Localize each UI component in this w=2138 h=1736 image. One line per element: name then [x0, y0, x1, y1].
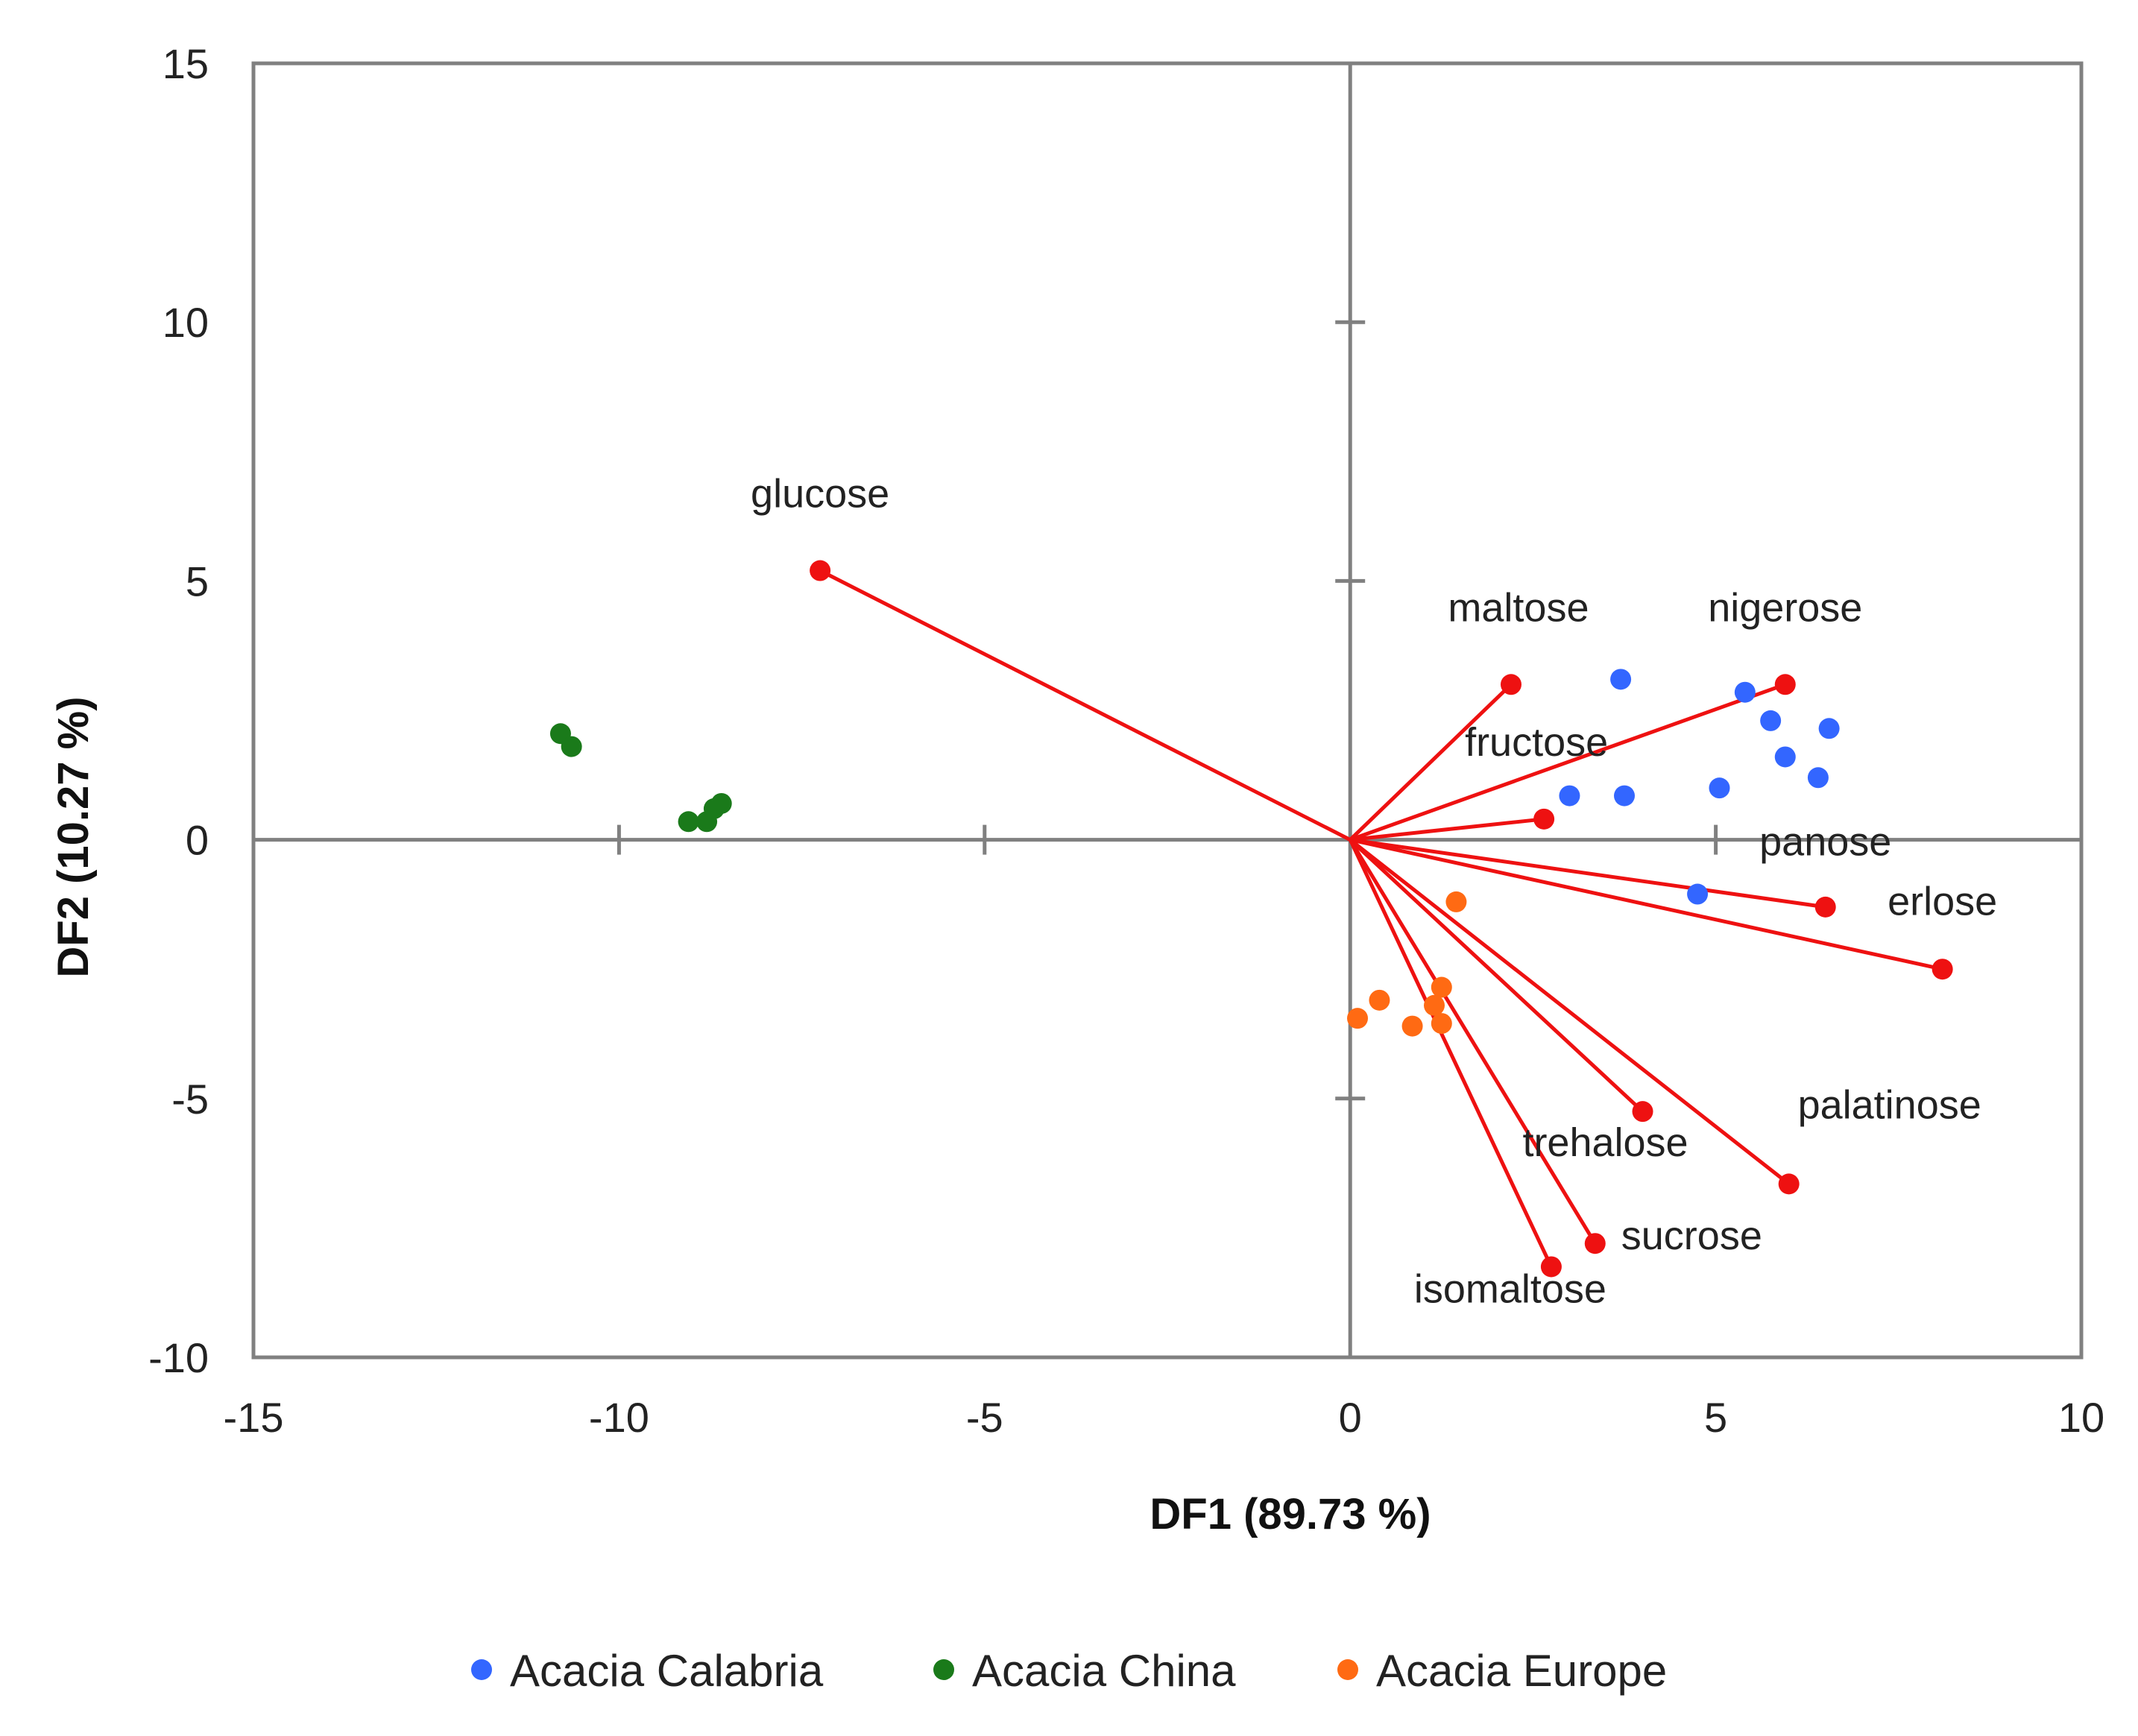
vector-line-panose [1349, 838, 1826, 909]
point-acacia-calabria [1734, 681, 1756, 703]
y-axis-title: DF2 (10.27 %) [49, 696, 98, 977]
point-acacia-europe [1401, 1015, 1423, 1037]
legend-item-calabria: Acacia Calabria [471, 1646, 824, 1696]
vector-tip-nigerose [1774, 674, 1796, 695]
plot-area-frame [251, 61, 2084, 1360]
point-acacia-china [561, 736, 582, 757]
point-acacia-calabria [1559, 785, 1580, 807]
legend-marker-calabria [471, 1659, 492, 1680]
point-acacia-calabria [1818, 718, 1840, 739]
vector-tip-isomaltose [1540, 1256, 1562, 1278]
y-tick-label: 10 [163, 299, 209, 346]
vector-label-sucrose: sucrose [1621, 1213, 1762, 1258]
vector-line-isomaltose [1348, 839, 1554, 1268]
vector-label-nigerose: nigerose [1708, 585, 1862, 630]
legend: Acacia Calabria Acacia China Acacia Euro… [471, 1646, 1667, 1696]
point-acacia-calabria [1774, 746, 1796, 768]
vector-line-nigerose [1349, 682, 1786, 842]
point-acacia-europe [1431, 1013, 1452, 1035]
point-acacia-europe [1445, 891, 1467, 912]
point-acacia-calabria [1610, 669, 1632, 690]
vector-tip-maltose [1500, 674, 1521, 695]
legend-item-china: Acacia China [933, 1646, 1236, 1696]
vector-label-maltose: maltose [1448, 585, 1589, 630]
y-tick-label: 0 [186, 817, 209, 864]
vector-tip-trehalose [1632, 1101, 1653, 1123]
x-tick-label: 5 [1704, 1394, 1727, 1441]
vector-line-maltose [1349, 683, 1513, 842]
vector-tip-panose [1814, 896, 1836, 918]
vector-tip-glucose [810, 560, 831, 581]
x-tick-label: -10 [589, 1394, 649, 1441]
vector-label-erlose: erlose [1888, 879, 1997, 924]
point-acacia-europe [1369, 989, 1390, 1011]
tick-labels: -15 -10 -5 0 5 10 -10 -5 0 5 10 15 [148, 40, 2104, 1441]
point-acacia-europe [1347, 1008, 1369, 1029]
vector-label-isomaltose: isomaltose [1414, 1266, 1606, 1311]
variable-labels: glucose maltose nigerose fructose panose erlo… [751, 472, 1997, 1312]
x-tick-label: 0 [1339, 1394, 1362, 1441]
x-axis-title: DF1 (89.73 %) [1150, 1490, 1431, 1538]
vector-line-erlose [1349, 838, 1943, 971]
vector-label-fructose: fructose [1465, 720, 1608, 765]
vector-label-palatinose: palatinose [1798, 1082, 1981, 1127]
legend-marker-europe [1337, 1659, 1358, 1680]
legend-item-europe: Acacia Europe [1337, 1646, 1667, 1696]
point-acacia-calabria [1614, 785, 1635, 807]
point-acacia-china [710, 792, 732, 814]
legend-label-china: Acacia China [972, 1646, 1236, 1696]
vector-line-glucose [819, 569, 1352, 842]
point-acacia-calabria [1760, 710, 1782, 731]
legend-marker-china [933, 1659, 954, 1680]
point-acacia-europe [1431, 976, 1452, 998]
axes-layer [253, 63, 2081, 1357]
sample-points [549, 669, 1840, 1037]
point-acacia-calabria [1807, 767, 1829, 789]
point-acacia-china [678, 811, 699, 833]
vector-tip-erlose [1932, 959, 1953, 980]
x-tick-label: -15 [224, 1394, 284, 1441]
vector-label-panose: panose [1759, 819, 1891, 864]
legend-label-calabria: Acacia Calabria [510, 1646, 824, 1696]
vector-tip-palatinose [1778, 1173, 1800, 1195]
x-tick-label: -5 [966, 1394, 1003, 1441]
vector-line-fructose [1349, 817, 1545, 842]
vector-line-palatinose [1349, 838, 1791, 1186]
y-tick-label: 15 [163, 40, 209, 87]
vector-tip-sucrose [1584, 1233, 1606, 1254]
point-acacia-calabria [1687, 883, 1709, 905]
vector-label-trehalose: trehalose [1522, 1120, 1688, 1165]
vector-line-trehalose [1349, 838, 1645, 1113]
y-tick-label: -5 [171, 1076, 209, 1123]
variable-vectors [810, 560, 1953, 1278]
point-acacia-europe [1423, 994, 1445, 1016]
y-tick-label: 5 [186, 558, 209, 605]
y-tick-label: -10 [148, 1334, 209, 1381]
legend-label-europe: Acacia Europe [1376, 1646, 1667, 1696]
vector-tip-fructose [1533, 808, 1555, 830]
vector-line-sucrose [1349, 839, 1597, 1245]
point-acacia-calabria [1709, 777, 1730, 799]
vector-label-glucose: glucose [751, 472, 889, 517]
x-tick-label: 10 [2058, 1394, 2104, 1441]
